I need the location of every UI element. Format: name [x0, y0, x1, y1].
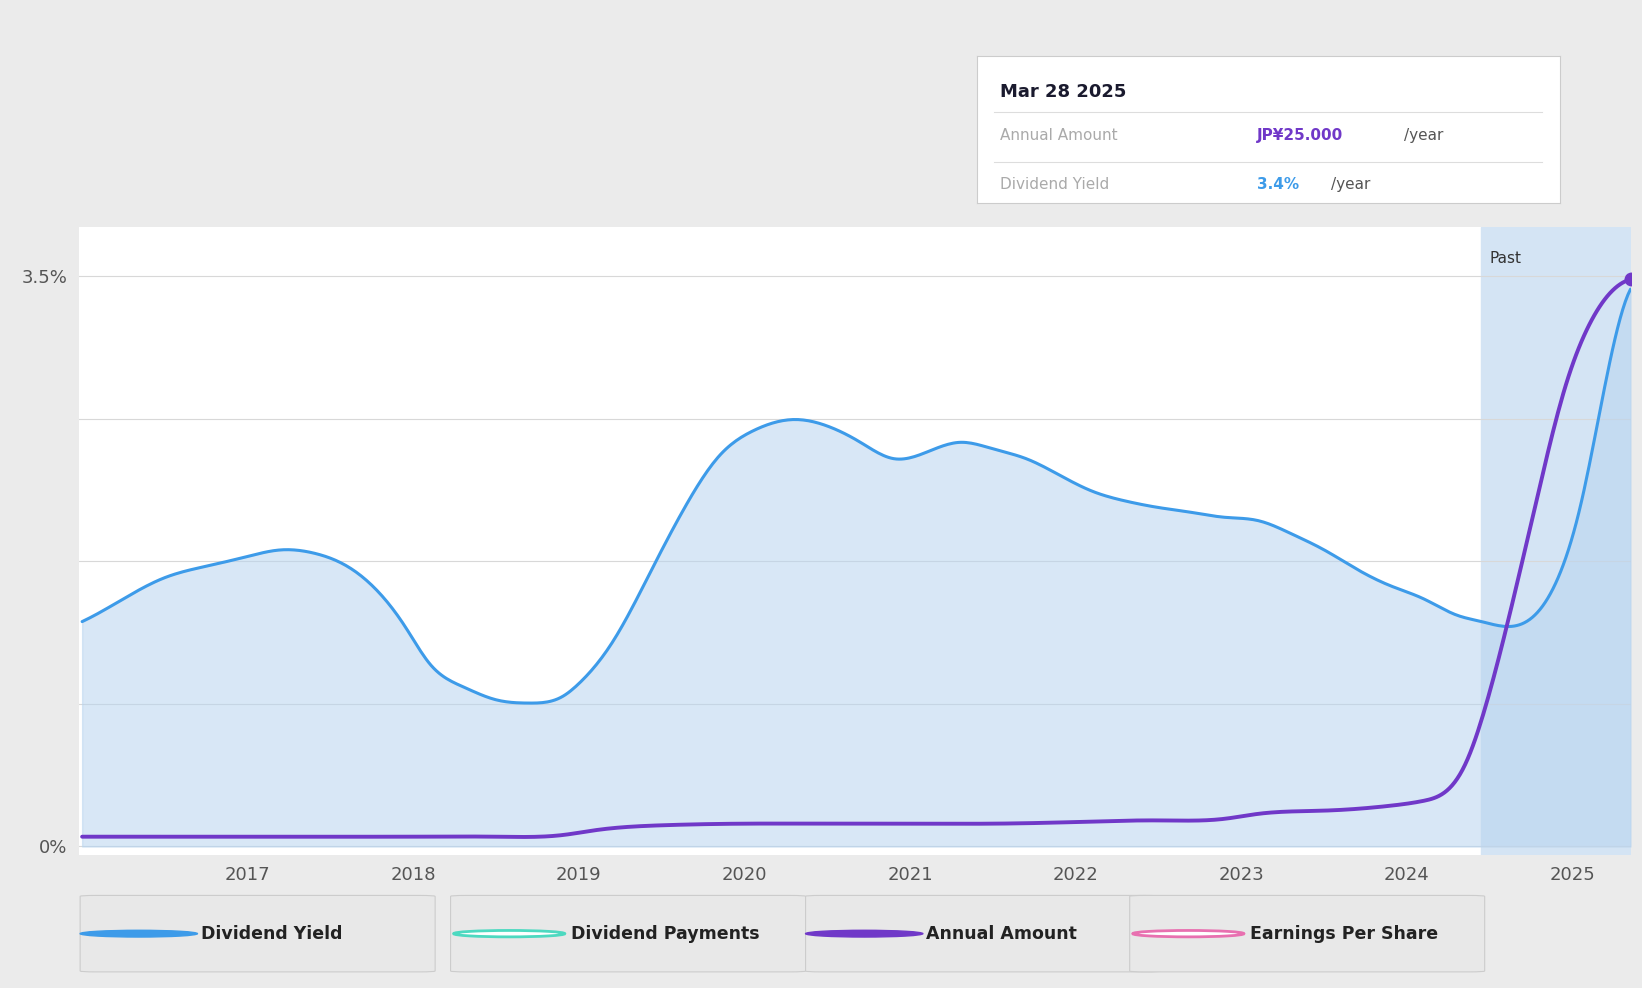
Text: JP¥25.000: JP¥25.000 [1256, 127, 1343, 143]
Text: 3.4%: 3.4% [1256, 178, 1299, 193]
Text: Annual Amount: Annual Amount [1000, 127, 1118, 143]
Text: Past: Past [1489, 251, 1522, 267]
Text: /year: /year [1404, 127, 1443, 143]
Circle shape [1133, 931, 1245, 937]
FancyBboxPatch shape [450, 895, 806, 972]
Text: Dividend Yield: Dividend Yield [1000, 178, 1110, 193]
Circle shape [80, 931, 197, 937]
Text: Mar 28 2025: Mar 28 2025 [1000, 83, 1126, 101]
Circle shape [453, 931, 565, 937]
Text: Dividend Yield: Dividend Yield [200, 925, 342, 943]
FancyBboxPatch shape [80, 895, 435, 972]
Text: Annual Amount: Annual Amount [926, 925, 1077, 943]
Text: Earnings Per Share: Earnings Per Share [1250, 925, 1438, 943]
FancyBboxPatch shape [806, 895, 1161, 972]
Circle shape [806, 931, 923, 937]
Text: /year: /year [1332, 178, 1371, 193]
FancyBboxPatch shape [1130, 895, 1484, 972]
Text: Dividend Payments: Dividend Payments [571, 925, 760, 943]
Bar [1481, 227, 1642, 855]
